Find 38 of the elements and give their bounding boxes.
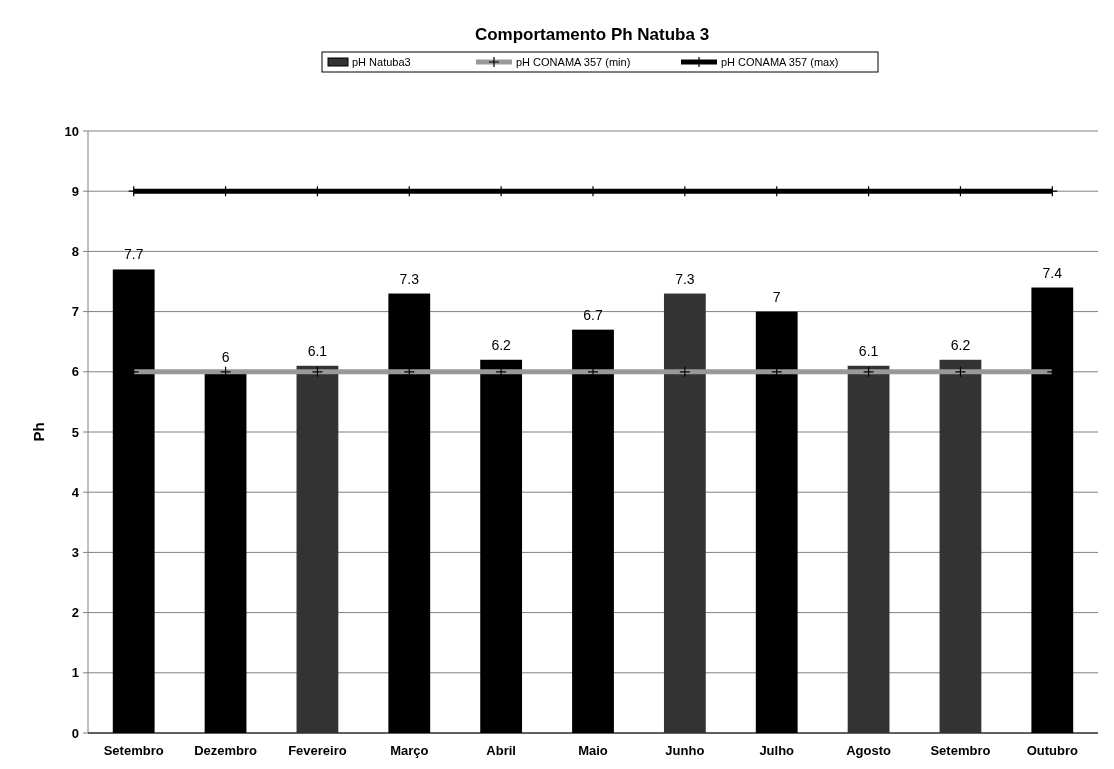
legend-label: pH CONAMA 357 (min) [516, 55, 631, 68]
data-label: 6.2 [491, 336, 512, 353]
x-tick-label: Setembro [930, 743, 991, 758]
data-label: 7.7 [123, 246, 144, 263]
x-tick-label: Agosto [846, 743, 892, 758]
y-tick-label: 9 [71, 183, 79, 199]
y-tick-label: 6 [71, 364, 79, 380]
x-tick-label: Fevereiro [288, 743, 347, 758]
y-tick-label: 5 [71, 424, 79, 440]
y-axis-title: Ph [30, 422, 47, 442]
legend-label: pH CONAMA 357 (max) [721, 55, 839, 68]
x-tick-label: Maio [578, 743, 608, 758]
y-tick-label: 3 [71, 544, 79, 560]
legend-label: pH Natuba3 [352, 55, 411, 68]
x-tick-label: Dezembro [194, 743, 258, 758]
data-label: 7.4 [1042, 264, 1063, 281]
y-tick-label: 2 [71, 605, 79, 621]
y-tick-label: 8 [71, 243, 79, 259]
data-label: 7.3 [675, 270, 695, 287]
x-tick-label: Outubro [1026, 743, 1078, 758]
data-label: 7 [772, 288, 781, 305]
data-label: 6.7 [583, 306, 603, 323]
data-label: 6.1 [307, 342, 328, 359]
x-tick-label: Março [390, 743, 429, 758]
data-label: 6 [221, 348, 230, 365]
y-tick-label: 4 [71, 484, 80, 500]
y-tick-label: 0 [71, 725, 79, 741]
x-tick-label: Setembro [103, 743, 164, 758]
y-tick-label: 1 [71, 665, 79, 681]
data-label: 6.1 [858, 342, 879, 359]
x-tick-label: Abril [486, 743, 516, 758]
data-label: 7.3 [399, 270, 420, 287]
y-tick-label: 7 [71, 304, 79, 320]
x-tick-label: Junho [665, 743, 705, 758]
y-tick-label: 10 [64, 123, 79, 139]
x-tick-label: Julho [759, 743, 795, 758]
chart-title: Comportamento Ph Natuba 3 [474, 25, 710, 44]
data-label: 6.2 [950, 336, 971, 353]
